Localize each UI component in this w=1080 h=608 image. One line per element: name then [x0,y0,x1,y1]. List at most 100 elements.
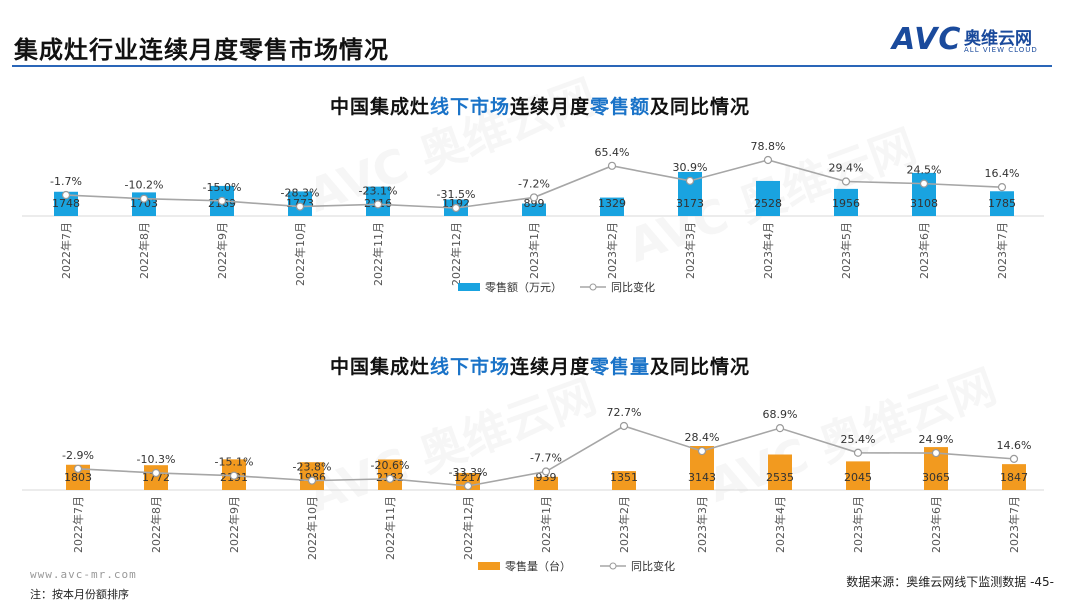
yoy-label: -28.3% [281,187,320,200]
yoy-point [931,448,941,458]
bar-value-label: 1803 [64,471,92,484]
tick-label: 2023年6月 [929,496,943,553]
yoy-label: -33.3% [449,466,488,479]
yoy-point [919,179,929,188]
yoy-label: -15.1% [215,456,254,469]
yoy-point [775,424,785,433]
tick-label: 2022年9月 [215,222,229,279]
yoy-label: -20.6% [371,459,410,472]
yoy-label: 14.6% [997,439,1032,452]
bar [756,180,780,216]
bar-value-label: 1351 [610,471,638,484]
yoy-point [997,183,1007,192]
legend-bar-swatch [458,283,480,291]
tick-label: 2022年11月 [371,222,385,286]
tick-label: 2023年3月 [683,222,697,279]
yoy-label: 65.4% [595,146,630,159]
yoy-label: -1.7% [50,175,82,188]
bar-value-label: 1785 [988,197,1016,210]
yoy-point [841,177,851,186]
bar-value-label: 2528 [754,197,782,210]
logo-cn-text: 奥维云网 [964,29,1032,49]
yoy-label: -10.3% [137,453,176,466]
bar [834,188,858,216]
footer-note: 注：按本月份额排序 [30,588,129,601]
yoy-point [373,200,383,209]
tick-label: 2022年11月 [383,496,397,560]
yoy-point [853,448,863,457]
yoy-label: -15.0% [203,181,242,194]
footer-url: www.avc-mr.com [30,568,137,581]
legend-bar-label: 零售额（万元） [485,280,562,294]
yoy-point [151,468,161,478]
legend-bar-swatch [478,562,500,570]
yoy-label: -10.2% [125,179,164,192]
tick-label: 2023年3月 [695,496,709,553]
yoy-point [139,194,149,203]
yoy-point [229,471,239,480]
tick-label: 2023年1月 [539,496,553,553]
yoy-label: -7.7% [530,452,562,465]
yoy-label: 25.4% [841,433,876,446]
tick-label: 2022年8月 [137,222,151,279]
tick-label: 2023年2月 [617,496,631,553]
legend-bar-label: 零售量（台） [505,559,571,573]
bar-value-label: 1217 [454,471,482,484]
yoy-point [295,202,305,211]
bar-value-label: 3065 [922,471,950,484]
tick-label: 2023年4月 [773,496,787,553]
yoy-label: 72.7% [607,406,642,419]
chart-title-volume: 中国集成灶线下市场连续月度零售量及同比情况 [329,356,751,378]
yoy-point [451,203,461,213]
legend-line-marker [609,562,617,570]
legend-line-label: 同比变化 [611,280,655,294]
yoy-point [61,190,71,200]
bar-value-label: 3173 [676,197,704,210]
header-divider [12,65,1052,67]
tick-label: 2022年8月 [149,496,163,553]
yoy-point [307,476,317,485]
tick-label: 2022年7月 [59,222,73,279]
yoy-point [685,176,695,185]
bar [1002,464,1026,490]
yoy-point [619,421,629,431]
yoy-point [73,464,83,473]
bar-value-label: 939 [536,471,557,484]
yoy-label: -7.2% [518,177,550,190]
tick-label: 2022年10月 [305,496,319,560]
legend-line-marker [589,283,597,291]
yoy-label: 68.9% [763,408,798,421]
bar-value-label: 1847 [1000,471,1028,484]
tick-label: 2023年4月 [761,222,775,279]
chart-volume: 1803177221911986218212179391351314325352… [22,406,1044,573]
tick-label: 2023年6月 [917,222,931,279]
yoy-label: 78.8% [751,140,786,153]
brand-logo: AVC 奥维云网 ALL VIEW CLOUD [892,22,1062,58]
tick-label: 2023年7月 [995,222,1009,279]
tick-label: 2022年9月 [227,496,241,553]
yoy-label: -23.8% [293,461,332,474]
yoy-point [1009,454,1019,463]
bar [612,471,636,490]
bar-value-label: 1748 [52,197,80,210]
legend-line-label: 同比变化 [631,559,675,573]
bar [990,191,1014,216]
yoy-label: -23.1% [359,184,398,197]
yoy-label: 24.9% [919,433,954,446]
bar-value-label: 2535 [766,471,794,484]
chart-title-amount: 中国集成灶线下市场连续月度零售额及同比情况 [329,96,751,118]
yoy-label: 16.4% [985,167,1020,180]
tick-label: 2023年1月 [527,222,541,279]
tick-label: 2023年5月 [851,496,865,553]
logo-avc-text: AVC [892,22,962,57]
bar-value-label: 899 [524,197,545,210]
tick-label: 2022年10月 [293,222,307,286]
yoy-point [763,155,773,165]
yoy-point [463,481,473,491]
tick-label: 2023年5月 [839,222,853,279]
yoy-point [607,161,617,170]
bar [534,476,558,490]
bar-value-label: 1329 [598,197,626,210]
bar-value-label: 3143 [688,471,716,484]
tick-label: 2022年12月 [461,496,475,560]
